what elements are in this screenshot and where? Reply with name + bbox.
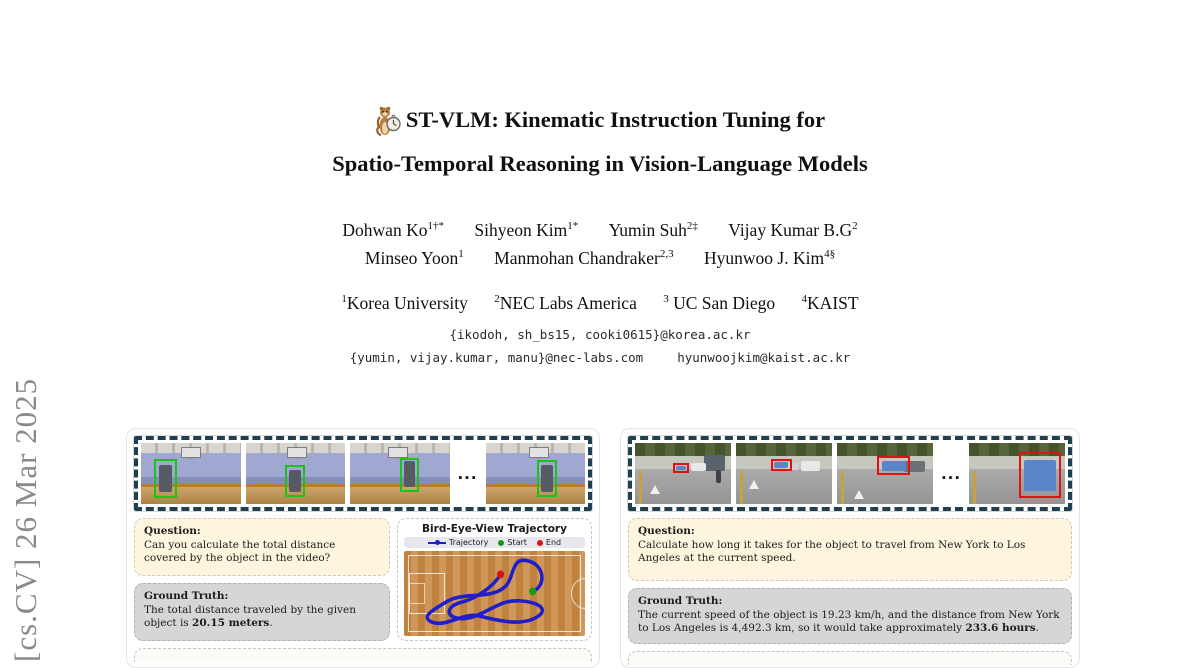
trajectory-panel: Bird-Eye-View Trajectory Trajectory Star… — [397, 518, 592, 641]
author: Sihyeon Kim1* — [474, 220, 579, 240]
author: Minseo Yoon1 — [364, 248, 464, 268]
clipped-answer-box — [628, 651, 1072, 665]
question-box: Question: Calculate how long it takes fo… — [628, 518, 1072, 581]
email-line-1: {ikodoh, sh_bs15, cooki0615}@korea.ac.kr — [449, 327, 751, 342]
question-text: Can you calculate the total distance cov… — [144, 538, 336, 565]
paper-title-line2: Spatio-Temporal Reasoning in Vision-Lang… — [332, 151, 868, 176]
email-kaist: hyunwoojkim@kaist.ac.kr — [677, 350, 851, 365]
ellipsis: ... — [940, 464, 962, 483]
email-line-2: {yumin, vijay.kumar, manu}@nec-labs.com h… — [0, 350, 1200, 365]
road-bbox — [673, 463, 689, 473]
author: Hyunwoo J. Kim4§ — [704, 248, 836, 268]
trajectory-title: Bird-Eye-View Trajectory — [422, 523, 567, 535]
legend-item-end: End — [536, 538, 561, 547]
gym-bbox — [285, 464, 306, 497]
mascot-icon — [376, 106, 401, 137]
author: Dohwan Ko1†* — [342, 220, 444, 240]
ground-truth-text: The total distance traveled by the given… — [144, 603, 356, 630]
paper-title-text-1: ST-VLM: Kinematic Instruction Tuning for — [405, 107, 826, 132]
trajectory-path — [425, 558, 544, 626]
film-strip-gym: ... — [133, 435, 593, 512]
ground-truth-value: 20.15 meters — [192, 617, 270, 630]
arxiv-banner: [cs.CV] 26 Mar 2025 — [8, 377, 43, 662]
gym-bbox — [537, 460, 558, 497]
legend-item-start: Start — [498, 538, 527, 547]
author: Vijay Kumar B.G2 — [728, 220, 858, 240]
ground-truth-box: Ground Truth: The total distance travele… — [134, 583, 390, 641]
trajectory-legend: Trajectory Start End — [404, 537, 585, 548]
road-bbox — [1018, 451, 1062, 498]
affiliation: 3 UC San Diego — [663, 293, 776, 313]
author: Manmohan Chandraker2,3 — [494, 248, 674, 268]
basketball-court — [404, 551, 585, 636]
video-frame — [245, 443, 345, 504]
ground-truth-value: 233.6 hours — [965, 622, 1036, 635]
gym-bbox — [399, 457, 419, 492]
affiliation: 2NEC Labs America — [494, 293, 637, 313]
end-dot-icon — [536, 539, 543, 546]
film-strip-driving: ... — [627, 435, 1073, 512]
clipped-answer-box — [134, 648, 592, 662]
question-label: Question: — [144, 525, 201, 537]
paper-title-line1: ST-VLM: Kinematic Instruction Tuning for — [375, 103, 825, 137]
road-bbox — [770, 458, 792, 472]
authors-row1: Dohwan Ko1†* Sihyeon Kim1* Yumin Suh2‡ V… — [0, 216, 1200, 244]
ground-truth-label: Ground Truth: — [144, 590, 229, 602]
authors: Dohwan Ko1†* Sihyeon Kim1* Yumin Suh2‡ V… — [0, 216, 1200, 272]
ground-truth-box: Ground Truth: The current speed of the o… — [628, 588, 1072, 644]
ground-truth-label: Ground Truth: — [638, 595, 723, 607]
example-card-driving: ... Question: Calculate how long it take… — [620, 428, 1080, 668]
video-frame — [485, 443, 585, 504]
question-box: Question: Can you calculate the total di… — [134, 518, 390, 576]
legend-item-trajectory: Trajectory — [427, 538, 488, 547]
gym-bbox — [153, 458, 177, 498]
author: Yumin Suh2‡ — [608, 220, 698, 240]
question-label: Question: — [638, 525, 695, 537]
road-bbox — [877, 456, 910, 475]
video-frame — [350, 443, 450, 504]
video-frame — [969, 443, 1065, 504]
video-frame — [837, 443, 933, 504]
trajectory-line-icon — [427, 539, 446, 546]
affiliation: 4KAIST — [801, 293, 859, 313]
affiliations: 1Korea University 2NEC Labs America 3 UC… — [0, 293, 1200, 314]
video-frame — [635, 443, 731, 504]
start-dot-icon — [498, 539, 505, 546]
affiliation: 1Korea University — [341, 293, 468, 313]
paper-title: ST-VLM: Kinematic Instruction Tuning for… — [0, 103, 1200, 181]
email-nec: {yumin, vijay.kumar, manu}@nec-labs.com — [349, 350, 644, 365]
ellipsis: ... — [457, 464, 478, 483]
ground-truth-text: The current speed of the object is 19.23… — [638, 608, 1060, 635]
question-text: Calculate how long it takes for the obje… — [638, 538, 1026, 565]
video-frame — [141, 443, 241, 504]
example-card-gym: ... Question: Can you calculate the tota… — [126, 428, 600, 668]
authors-row2: Minseo Yoon1 Manmohan Chandraker2,3 Hyun… — [0, 244, 1200, 272]
video-frame — [736, 443, 832, 504]
